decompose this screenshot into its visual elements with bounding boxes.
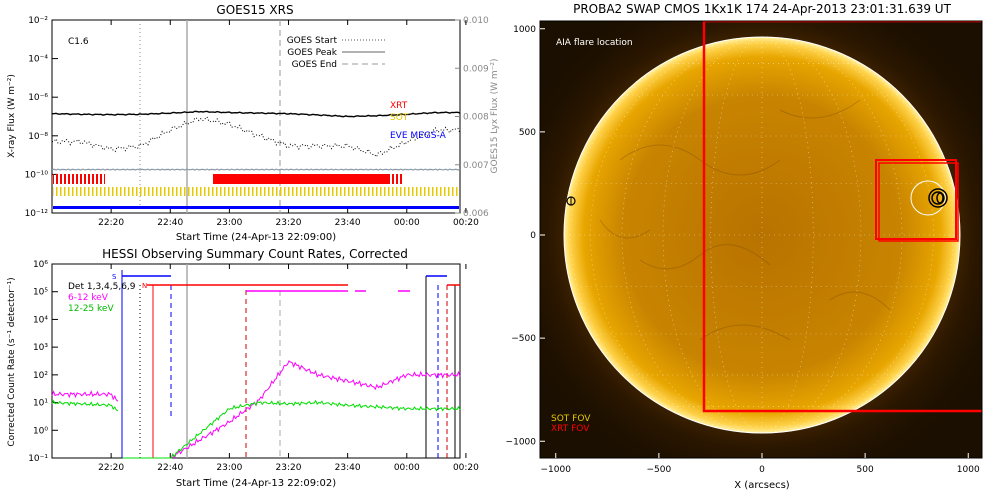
goes-panel: GOES15 XRS 10⁻² 10⁻⁴ 10⁻⁶ 10⁻⁸ 10⁻¹⁰ 10⁻¹² 0.…	[7, 3, 500, 243]
legend-goes-start: GOES Start	[287, 36, 338, 46]
y-tick-label: 10⁻⁴	[28, 55, 48, 65]
right-tick-label: 0.006	[463, 209, 489, 219]
legend-12-25: 12-25 keV	[68, 304, 114, 314]
x-tick-label: −1000	[541, 465, 572, 475]
solar-disk	[564, 37, 960, 433]
hessi-xlabel: Start Time (24-Apr-13 22:09:02)	[176, 478, 336, 489]
label-eve: EVE MEGS-A	[390, 131, 447, 141]
y-tick-label: 10⁻¹	[28, 454, 48, 464]
hessi-ylabel: Corrected Count Rate (s⁻¹ detector⁻¹)	[7, 277, 17, 446]
y-tick-label: 10⁻¹²	[25, 209, 49, 219]
right-tick-label: 0.008	[463, 113, 489, 123]
hessi-12-25-series	[51, 399, 461, 459]
hessi-x-ticks: 22:20 22:40 23:00 23:20 23:40 00:00 00:20	[98, 264, 479, 473]
x-tick-label: 500	[857, 465, 874, 475]
goes-right-ticks: 0.010 0.009 0.008 0.007 0.006	[455, 16, 489, 219]
x-tick-label: 22:20	[98, 218, 124, 228]
y-tick-label: 10⁻²	[28, 16, 48, 26]
eve-coverage	[53, 206, 459, 209]
right-tick-label: 0.010	[463, 16, 489, 26]
flare-contours	[928, 188, 948, 208]
hessi-legend: Det 1,3,4,5,6,9 6-12 keV 12-25 keV	[68, 282, 136, 314]
disk-texture	[599, 99, 891, 341]
y-tick-label: 10⁻¹⁰	[25, 170, 49, 180]
label-xrt: XRT	[390, 101, 408, 111]
x-tick-label: 00:00	[394, 218, 420, 228]
x-tick-label: 23:40	[335, 463, 361, 473]
hessi-title: HESSI Observing Summary Count Rates, Cor…	[102, 247, 408, 261]
goes-class-label: C1.6	[68, 37, 89, 47]
swap-panel: PROBA2 SWAP CMOS 1Kx1K 174 24-Apr-2013 2…	[506, 2, 983, 491]
x-tick-label: 00:20	[453, 463, 479, 473]
goes-x-ticks: 22:20 22:40 23:00 23:20 23:40 00:00 00:20	[98, 20, 479, 228]
y-tick-label: −1000	[506, 437, 537, 447]
x-tick-label: 23:20	[276, 218, 302, 228]
legend-det: Det 1,3,4,5,6,9	[68, 282, 136, 292]
x-tick-label: −500	[647, 465, 672, 475]
y-tick-label: 10⁻⁸	[28, 132, 48, 142]
y-tick-label: 10⁴	[33, 315, 48, 325]
y-tick-label: 0	[530, 231, 536, 241]
swap-x-ticks: −1000 −500 0 500 1000	[541, 453, 980, 475]
x-tick-label: 23:00	[216, 218, 242, 228]
y-tick-label: 10²	[33, 371, 48, 381]
x-tick-label: 22:40	[157, 218, 183, 228]
legend-goes-end: GOES End	[292, 60, 337, 70]
y-tick-label: 1000	[513, 25, 536, 35]
y-tick-label: 10⁶	[33, 260, 48, 270]
y-tick-label: −500	[511, 334, 536, 344]
y-tick-label: 500	[519, 128, 536, 138]
x-tick-label: 1000	[957, 465, 980, 475]
goes-xlabel: Start Time (24-Apr-13 22:09:00)	[176, 232, 336, 243]
xrt-fov-label: XRT FOV	[551, 424, 590, 434]
goes-y-ticks: 10⁻² 10⁻⁴ 10⁻⁶ 10⁻⁸ 10⁻¹⁰ 10⁻¹²	[25, 16, 58, 219]
y-tick-label: 10⁻⁶	[28, 93, 48, 103]
x-tick-label: 23:20	[276, 463, 302, 473]
aia-flare-label: AIA flare location	[556, 38, 633, 48]
x-tick-label: 22:40	[157, 463, 183, 473]
sot-fov-box	[875, 159, 957, 240]
sot-coverage	[53, 187, 459, 196]
aia-flare-circle	[910, 180, 946, 216]
right-tick-label: 0.007	[463, 161, 489, 171]
x-tick-label: 22:20	[98, 463, 124, 473]
y-tick-label: 10³	[33, 343, 48, 353]
hessi-6-12-series	[51, 360, 461, 460]
goes-ylabel-right: GOES15 Lyx Flux (W m⁻²)	[490, 59, 500, 174]
swap-title: PROBA2 SWAP CMOS 1Kx1K 174 24-Apr-2013 2…	[573, 2, 951, 16]
sot-fov-label: SOT FOV	[551, 414, 591, 424]
hessi-mark-n: N	[142, 282, 147, 290]
hessi-panel: HESSI Observing Summary Count Rates, Cor…	[7, 247, 479, 489]
right-tick-label: 0.009	[463, 64, 489, 74]
legend-6-12: 6-12 keV	[68, 293, 109, 303]
xrt-coverage	[53, 174, 402, 184]
goes-legend: GOES Start GOES Peak GOES End	[287, 36, 385, 70]
y-tick-label: 10⁵	[33, 288, 48, 298]
label-sot: SOT	[390, 113, 409, 123]
heliographic-grid	[564, 36, 960, 434]
goes-ylabel: X-ray Flux (W m⁻²)	[7, 74, 17, 158]
hessi-y-ticks: 10⁶ 10⁵ 10⁴ 10³ 10² 10¹ 10⁰ 10⁻¹	[28, 260, 58, 464]
y-tick-label: 10⁰	[33, 426, 48, 436]
x-tick-label: 23:00	[216, 463, 242, 473]
y-tick-label: 10¹	[33, 399, 48, 409]
xrt-fov-box	[702, 21, 982, 413]
goes-title: GOES15 XRS	[216, 3, 293, 17]
swap-xlabel: X (arcsecs)	[734, 480, 790, 491]
swap-y-ticks: 1000 500 0 −500 −1000	[506, 25, 545, 447]
swap-axes-frame	[539, 20, 983, 459]
legend-goes-peak: GOES Peak	[287, 48, 337, 58]
x-tick-label: 00:20	[453, 218, 479, 228]
hessi-axes-frame	[51, 263, 461, 459]
x-tick-label: 23:40	[335, 218, 361, 228]
hessi-mark-s: S	[112, 273, 117, 281]
x-tick-label: 0	[759, 465, 765, 475]
x-tick-label: 00:00	[394, 463, 420, 473]
goes-lya-series	[51, 168, 461, 171]
goes-long-series	[52, 110, 461, 118]
